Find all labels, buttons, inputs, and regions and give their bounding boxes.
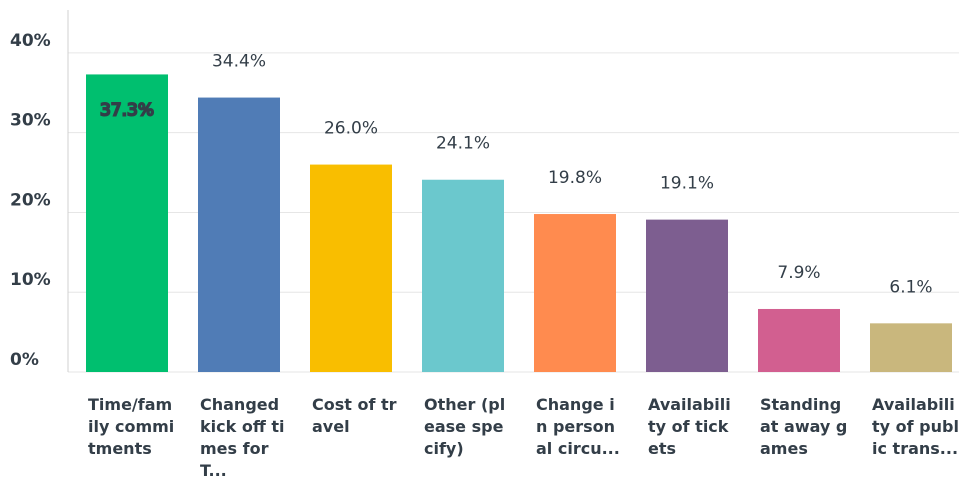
x-tick-label: Time/family commitments [88, 395, 175, 458]
x-tick-label: Availability of public trans... [872, 395, 959, 458]
bar [534, 214, 616, 372]
bar [646, 219, 728, 372]
bar [86, 74, 168, 372]
bar [198, 97, 280, 372]
x-tick-label: Changed kick off times for T... [200, 395, 285, 480]
x-tick-label: Availability of tickets [648, 395, 731, 458]
value-label: 6.1% [889, 277, 932, 297]
value-label: 34.4% [212, 52, 266, 72]
value-label: 7.9% [777, 263, 820, 283]
y-tick-label: 40% [10, 31, 51, 51]
value-label: 26.0% [324, 119, 378, 139]
value-label: 37.3% [100, 100, 154, 120]
x-tick-label: Cost of travel [312, 395, 397, 436]
x-tick-label: Standing at away games [760, 395, 848, 458]
x-tick-label: Change in personal circu... [536, 395, 620, 458]
value-label: 19.8% [548, 168, 602, 188]
value-label: 24.1% [436, 134, 490, 154]
y-tick-label: 10% [10, 270, 51, 290]
x-tick-label: Other (please specify) [424, 395, 506, 458]
bar [870, 323, 952, 372]
y-tick-label: 20% [10, 190, 51, 210]
bar [422, 179, 504, 372]
y-tick-label: 0% [10, 350, 39, 370]
bar [310, 164, 392, 372]
bar [758, 308, 840, 372]
y-tick-label: 30% [10, 111, 51, 131]
value-label: 19.1% [660, 174, 714, 194]
